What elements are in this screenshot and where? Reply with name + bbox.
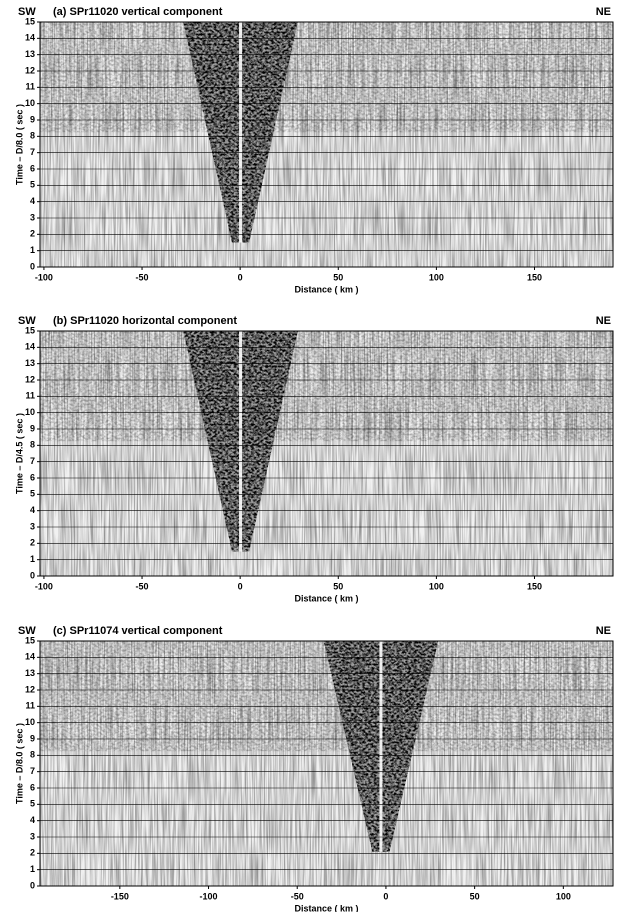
y-tick-label: 12 xyxy=(25,374,35,384)
y-tick-label: 2 xyxy=(30,229,35,239)
y-tick-label: 13 xyxy=(25,668,35,678)
plot-frame xyxy=(39,330,614,577)
y-tick-label: 7 xyxy=(30,456,35,466)
x-tick-label: 0 xyxy=(238,581,243,591)
y-tick-label: 15 xyxy=(25,16,35,26)
y-tick-label: 9 xyxy=(30,733,35,743)
y-tick-label: 0 xyxy=(30,880,35,890)
y-tick-label: 5 xyxy=(30,489,35,499)
y-tick-label: 6 xyxy=(30,472,35,482)
y-tick-label: 1 xyxy=(30,554,35,564)
y-tick-label: 1 xyxy=(30,245,35,255)
right-label: NE xyxy=(596,625,611,637)
right-label: NE xyxy=(596,315,611,327)
y-tick-label: 0 xyxy=(30,570,35,580)
chart-title: (a) SPr11020 vertical component xyxy=(53,6,223,18)
y-tick-label: 10 xyxy=(25,98,35,108)
upper-energy xyxy=(40,331,613,442)
x-tick-label: 100 xyxy=(556,891,571,901)
y-tick-label: 7 xyxy=(30,147,35,157)
y-tick-label: 6 xyxy=(30,163,35,173)
x-axis-label: Distance ( km ) xyxy=(294,284,358,294)
y-tick-label: 8 xyxy=(30,131,35,141)
x-tick-label: -50 xyxy=(136,581,149,591)
y-tick-label: 13 xyxy=(25,49,35,59)
y-tick-label: 15 xyxy=(25,635,35,645)
plot-frame xyxy=(39,21,614,268)
right-label: NE xyxy=(596,6,611,18)
y-tick-label: 8 xyxy=(30,440,35,450)
y-axis-label: Time – D/4.5 ( sec ) xyxy=(14,413,24,494)
x-tick-label: -100 xyxy=(35,581,53,591)
y-tick-label: 4 xyxy=(30,815,35,825)
y-tick-label: 12 xyxy=(25,65,35,75)
y-tick-label: 10 xyxy=(25,717,35,727)
y-tick-label: 10 xyxy=(25,407,35,417)
y-tick-label: 12 xyxy=(25,684,35,694)
seismic-section xyxy=(40,22,613,267)
chart-title: (b) SPr11020 horizontal component xyxy=(53,315,237,327)
x-axis-label: Distance ( km ) xyxy=(294,903,358,912)
y-axis-label: Time – D/8.0 ( sec ) xyxy=(14,723,24,804)
x-tick-label: 0 xyxy=(238,272,243,282)
plot-frame xyxy=(39,640,614,887)
x-tick-label: -100 xyxy=(200,891,218,901)
y-tick-label: 8 xyxy=(30,750,35,760)
y-axis-label: Time – D/8.0 ( sec ) xyxy=(14,104,24,185)
left-label: SW xyxy=(18,6,36,18)
y-tick-label: 1 xyxy=(30,864,35,874)
left-label: SW xyxy=(18,625,36,637)
x-tick-label: -50 xyxy=(136,272,149,282)
x-axis-label: Distance ( km ) xyxy=(294,593,358,603)
x-tick-label: 100 xyxy=(429,272,444,282)
left-label: SW xyxy=(18,315,36,327)
y-tick-label: 15 xyxy=(25,325,35,335)
y-tick-label: 3 xyxy=(30,212,35,222)
y-tick-label: 5 xyxy=(30,180,35,190)
y-tick-label: 9 xyxy=(30,423,35,433)
y-tick-label: 9 xyxy=(30,114,35,124)
x-tick-label: 50 xyxy=(333,272,343,282)
y-tick-label: 14 xyxy=(25,652,35,662)
x-tick-label: 150 xyxy=(527,272,542,282)
x-tick-label: 50 xyxy=(470,891,480,901)
upper-energy xyxy=(40,22,613,133)
x-tick-label: 0 xyxy=(383,891,388,901)
seismic-section xyxy=(40,641,613,886)
y-tick-label: 11 xyxy=(25,391,35,401)
y-tick-label: 2 xyxy=(30,538,35,548)
y-tick-label: 3 xyxy=(30,831,35,841)
x-tick-label: -100 xyxy=(35,272,53,282)
y-tick-label: 7 xyxy=(30,766,35,776)
chart-title: (c) SPr11074 vertical component xyxy=(53,625,223,637)
y-tick-label: 2 xyxy=(30,848,35,858)
y-tick-label: 4 xyxy=(30,505,35,515)
x-tick-label: 150 xyxy=(527,581,542,591)
y-tick-label: 11 xyxy=(25,701,35,711)
x-tick-label: 100 xyxy=(429,581,444,591)
x-tick-label: -50 xyxy=(291,891,304,901)
y-tick-label: 5 xyxy=(30,799,35,809)
y-tick-label: 13 xyxy=(25,358,35,368)
y-tick-label: 14 xyxy=(25,342,35,352)
x-tick-label: 50 xyxy=(333,581,343,591)
y-tick-label: 4 xyxy=(30,196,35,206)
x-tick-label: -150 xyxy=(111,891,129,901)
y-tick-label: 0 xyxy=(30,261,35,271)
y-tick-label: 6 xyxy=(30,782,35,792)
y-tick-label: 3 xyxy=(30,521,35,531)
seismic-section xyxy=(40,331,613,576)
y-tick-label: 14 xyxy=(25,33,35,43)
y-tick-label: 11 xyxy=(25,82,35,92)
upper-energy xyxy=(40,641,613,752)
